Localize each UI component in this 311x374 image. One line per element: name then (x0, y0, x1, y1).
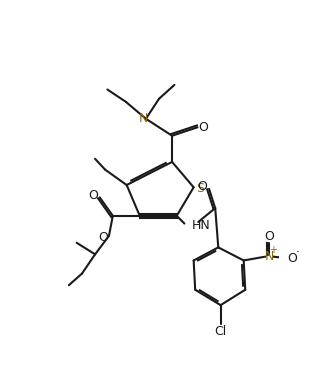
Text: O: O (264, 230, 274, 243)
Text: O: O (98, 231, 108, 244)
Text: +: + (269, 245, 277, 255)
Text: ·: · (295, 246, 299, 259)
Text: O: O (89, 188, 99, 202)
Text: Cl: Cl (215, 325, 227, 338)
Text: N: N (139, 112, 148, 125)
Text: S: S (196, 183, 204, 195)
Text: HN: HN (191, 218, 210, 232)
Text: O: O (199, 121, 209, 134)
Text: O: O (197, 180, 207, 193)
Text: N: N (264, 250, 274, 263)
Text: O: O (287, 252, 297, 265)
